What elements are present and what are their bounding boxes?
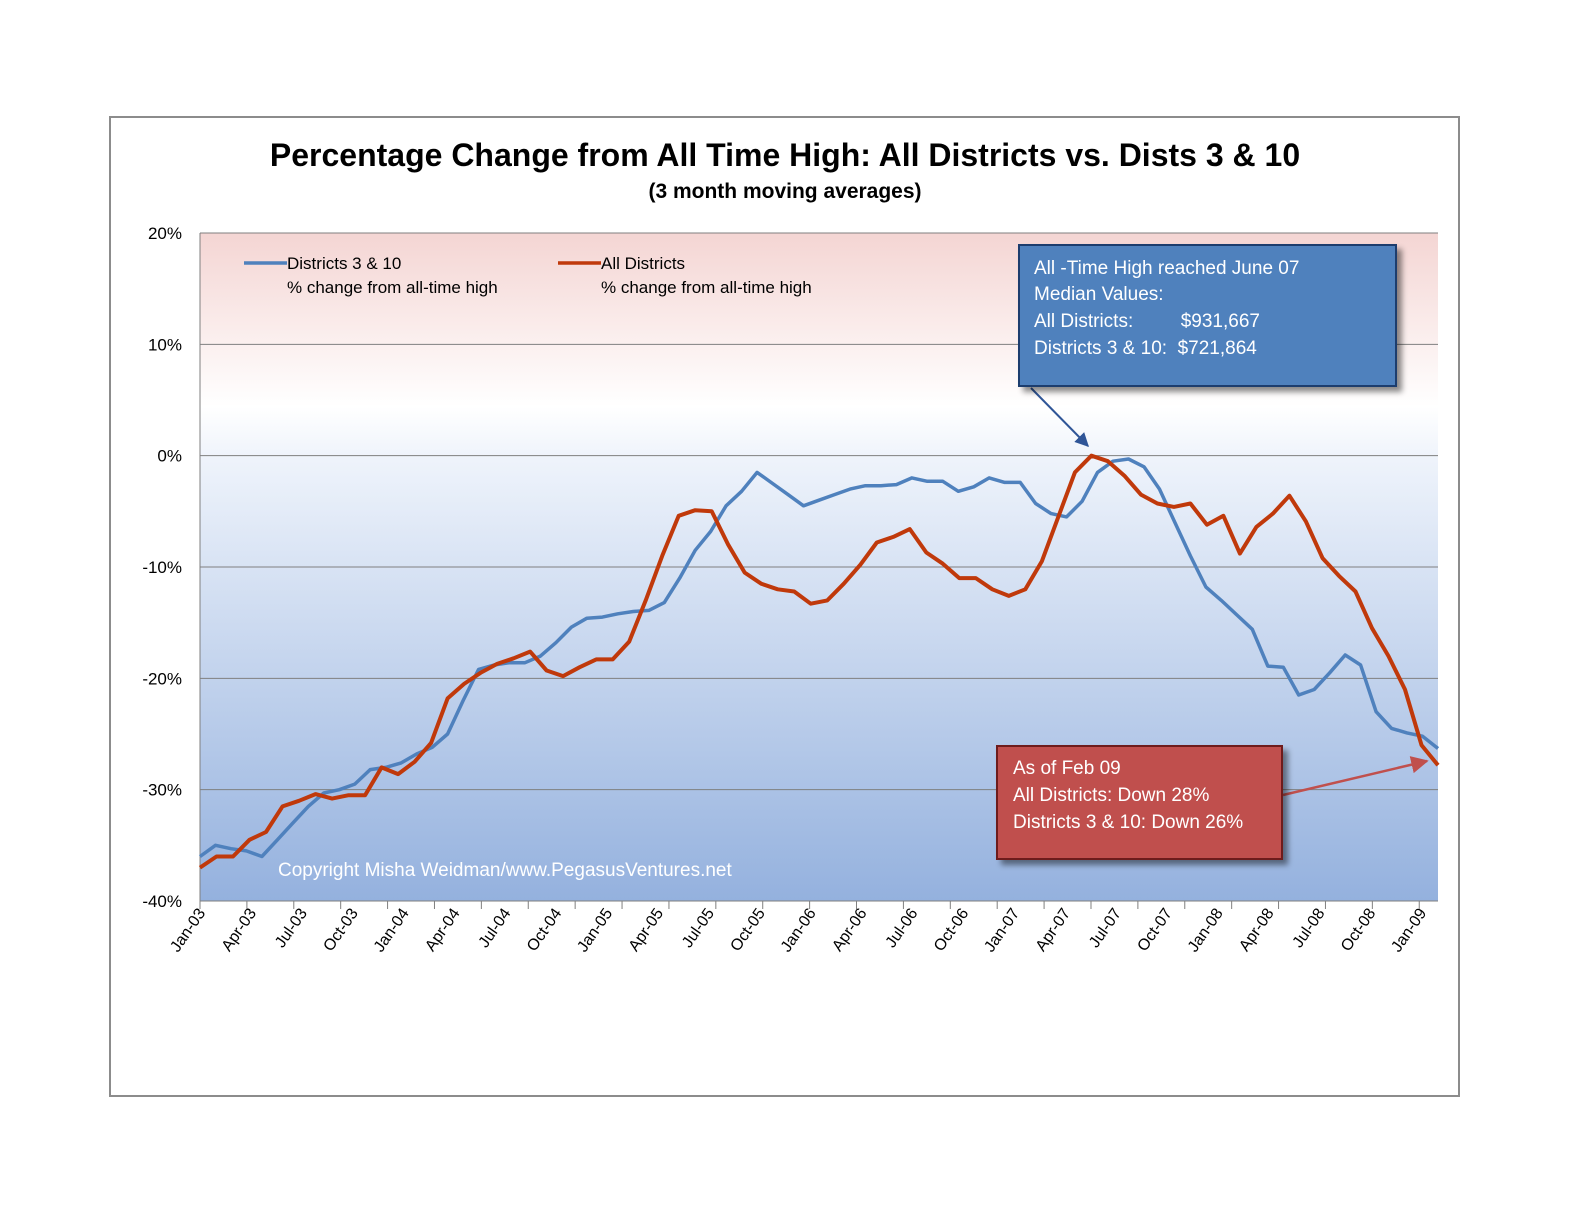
legend-sublabel-districts-3-10: % change from all-time high	[287, 278, 498, 297]
y-tick-label: -30%	[142, 781, 182, 800]
annotation-as-of-feb-09: As of Feb 09 All Districts: Down 28% Dis…	[996, 745, 1429, 860]
copyright-text: Copyright Misha Weidman/www.PegasusVentu…	[278, 860, 732, 881]
x-tick-label: Jan-09	[1388, 905, 1430, 955]
x-tick-label: Jul-05	[679, 905, 718, 951]
annotation-box-all-time-high	[1018, 244, 1397, 387]
x-tick-label: Jan-06	[778, 905, 820, 955]
annotation-all-time-high: All -Time High reached June 07 Median Va…	[1018, 244, 1397, 447]
x-tick-label: Jan-03	[167, 905, 209, 955]
annotation-feb-line-1: As of Feb 09	[1013, 758, 1121, 779]
x-tick-label: Jul-03	[272, 905, 311, 951]
chart-subtitle: (3 month moving averages)	[648, 180, 921, 203]
x-tick-label: Oct-05	[727, 905, 769, 954]
x-tick-label: Jan-05	[574, 905, 616, 955]
series-line-all-districts	[198, 453, 1440, 870]
y-axis-tick-labels: 20% 10% 0% -10% -20% -30% -40%	[142, 224, 182, 911]
legend-label-districts-3-10: Districts 3 & 10	[287, 254, 401, 273]
x-tick-label: Apr-08	[1236, 905, 1278, 954]
x-tick-label: Jan-07	[981, 905, 1023, 955]
legend-sublabel-all-districts: % change from all-time high	[601, 278, 812, 297]
y-tick-label: 0%	[157, 447, 182, 466]
x-tick-label: Oct-04	[524, 905, 566, 954]
x-tick-label: Jan-08	[1185, 905, 1227, 955]
chart-frame: Percentage Change from All Time High: Al…	[109, 116, 1460, 1097]
y-tick-label: -40%	[142, 892, 182, 911]
x-tick-label: Oct-06	[931, 905, 973, 954]
x-tick-label: Apr-07	[1033, 905, 1075, 954]
x-tick-label: Apr-05	[626, 905, 668, 954]
x-tick-label: Jul-06	[883, 905, 922, 951]
annotation-line-3: All Districts: $931,667	[1034, 311, 1260, 332]
y-tick-label: -10%	[142, 558, 182, 577]
annotation-line-4: Districts 3 & 10: $721,864	[1034, 338, 1257, 359]
x-tick-label: Oct-07	[1134, 905, 1176, 954]
y-tick-label: -20%	[142, 669, 182, 688]
annotation-box-feb-09	[996, 745, 1283, 860]
series-lines	[198, 453, 1440, 870]
annotation-line-1: All -Time High reached June 07	[1034, 258, 1299, 279]
series-line-districts-3-10	[198, 457, 1440, 859]
x-tick-label: Oct-08	[1338, 905, 1380, 954]
chart-title: Percentage Change from All Time High: Al…	[270, 137, 1300, 173]
annotation-line-2: Median Values:	[1034, 284, 1164, 305]
annotation-feb-line-2: All Districts: Down 28%	[1013, 785, 1209, 806]
legend-label-all-districts: All Districts	[601, 254, 685, 273]
x-tick-label: Jul-07	[1086, 905, 1125, 951]
line-chart: Percentage Change from All Time High: Al…	[142, 137, 1440, 955]
legend-entry-all-districts: All Districts % change from all-time hig…	[558, 254, 812, 297]
x-tick-label: Apr-04	[422, 905, 464, 954]
y-tick-label: 10%	[148, 335, 182, 354]
legend-entry-districts-3-10: Districts 3 & 10 % change from all-time …	[244, 254, 498, 297]
annotation-arrow-all-time-high	[1030, 387, 1089, 447]
x-tick-label: Jan-04	[371, 905, 413, 955]
x-tick-label: Jul-08	[1290, 905, 1329, 951]
x-tick-label: Jul-04	[476, 905, 515, 951]
y-tick-label: 20%	[148, 224, 182, 243]
x-tick-label: Oct-03	[320, 905, 362, 954]
legend: Districts 3 & 10 % change from all-time …	[244, 254, 812, 297]
x-tick-label: Apr-06	[829, 905, 871, 954]
x-tick-label: Apr-03	[219, 905, 261, 954]
annotation-feb-line-3: Districts 3 & 10: Down 26%	[1013, 812, 1243, 833]
annotation-arrow-feb-09	[1282, 756, 1429, 797]
